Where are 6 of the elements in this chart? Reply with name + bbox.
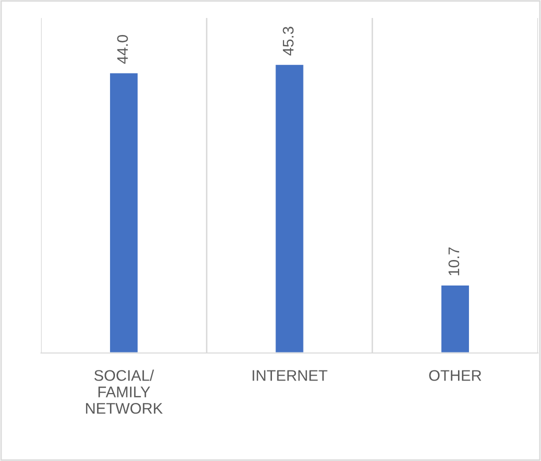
x-tick-label: INTERNET bbox=[252, 370, 328, 381]
x-tick-label: SOCIAL/ FAMILY NETWORK bbox=[86, 370, 163, 414]
data-label: 10.7 bbox=[448, 247, 460, 276]
data-label: 44.0 bbox=[117, 35, 128, 64]
data-label: 45.3 bbox=[282, 26, 294, 56]
x-tick-label: OTHER bbox=[429, 370, 482, 381]
